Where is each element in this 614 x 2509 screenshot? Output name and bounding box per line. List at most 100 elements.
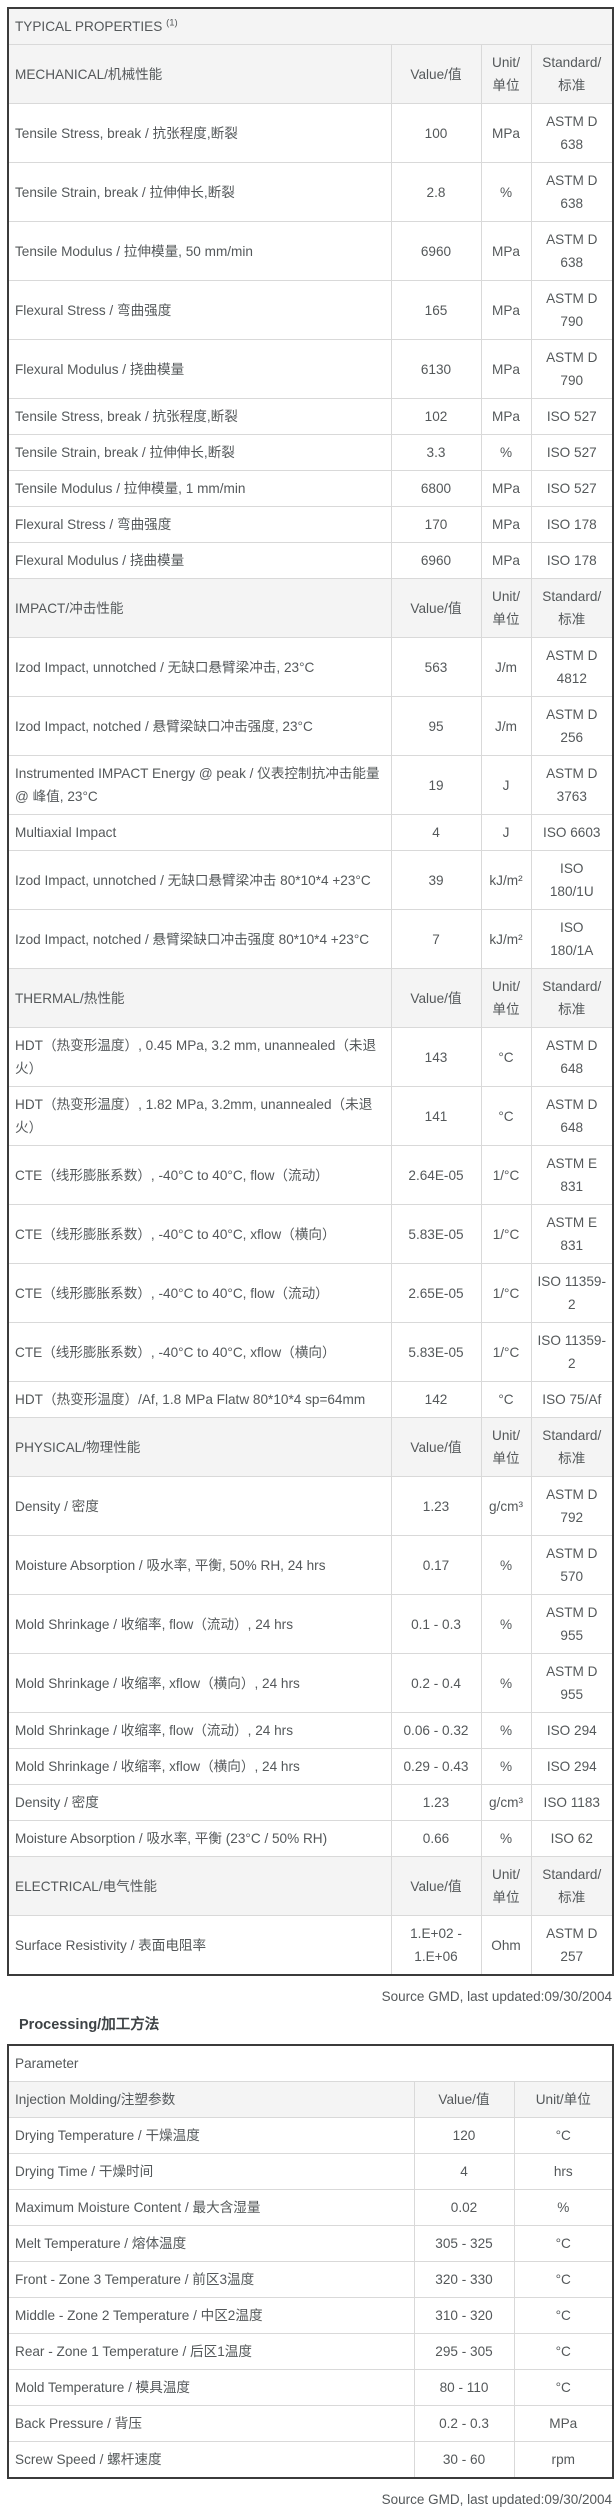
standard-column-header: Standard/ 标准 bbox=[530, 1856, 614, 1916]
property-standard-cell: ISO 1183 bbox=[530, 1784, 614, 1821]
typical-properties-title-cell: TYPICAL PROPERTIES (1) bbox=[7, 7, 614, 45]
parameter-name-cell: Back Pressure / 背压 bbox=[7, 2405, 415, 2442]
property-name-cell: Izod Impact, notched / 悬臂梁缺口冲击强度 80*10*4… bbox=[7, 909, 392, 969]
property-standard-cell: ISO 527 bbox=[530, 434, 614, 471]
property-standard-cell: ISO 11359-2 bbox=[530, 1263, 614, 1323]
property-unit-cell: % bbox=[480, 1535, 532, 1595]
property-standard-cell: ISO 527 bbox=[530, 470, 614, 507]
property-standard-cell: ASTM D 638 bbox=[530, 162, 614, 222]
parameter-value-cell: 305 - 325 bbox=[413, 2225, 515, 2262]
property-row: Izod Impact, notched / 悬臂梁缺口冲击强度, 23°C 95… bbox=[7, 696, 614, 756]
property-value-cell: 0.29 - 0.43 bbox=[390, 1748, 482, 1785]
section-header-row: ELECTRICAL/电气性能 Value/值 Unit/ 单位 Standard/ … bbox=[7, 1856, 614, 1916]
section-header-row: PHYSICAL/物理性能 Value/值 Unit/ 单位 Standard/ 标准 bbox=[7, 1417, 614, 1477]
property-name-cell: HDT（热变形温度）, 0.45 MPa, 3.2 mm, unannealed… bbox=[7, 1027, 392, 1087]
property-name-cell: Flexural Modulus / 挠曲模量 bbox=[7, 339, 392, 399]
property-value-cell: 143 bbox=[390, 1027, 482, 1087]
property-standard-cell: ISO 178 bbox=[530, 506, 614, 543]
property-standard-cell: ASTM D 570 bbox=[530, 1535, 614, 1595]
property-row: HDT（热变形温度）, 0.45 MPa, 3.2 mm, unannealed… bbox=[7, 1027, 614, 1087]
property-standard-cell: ASTM D 648 bbox=[530, 1027, 614, 1087]
property-name-cell: Tensile Modulus / 拉伸模量, 1 mm/min bbox=[7, 470, 392, 507]
property-value-cell: 4 bbox=[390, 814, 482, 851]
standard-column-header: Standard/ 标准 bbox=[530, 968, 614, 1028]
property-value-cell: 3.3 bbox=[390, 434, 482, 471]
typical-properties-table: TYPICAL PROPERTIES (1) MECHANICAL/机械性能 Va… bbox=[7, 7, 614, 1976]
property-value-cell: 1.23 bbox=[390, 1784, 482, 1821]
property-unit-cell: MPa bbox=[480, 398, 532, 435]
property-row: Izod Impact, notched / 悬臂梁缺口冲击强度 80*10*4… bbox=[7, 909, 614, 969]
parameter-name-cell: Drying Temperature / 干燥温度 bbox=[7, 2117, 415, 2154]
property-unit-cell: 1/°C bbox=[480, 1263, 532, 1323]
property-standard-cell: ISO 180/1U bbox=[530, 850, 614, 910]
property-standard-cell: ASTM E 831 bbox=[530, 1145, 614, 1205]
property-value-cell: 165 bbox=[390, 280, 482, 340]
property-unit-cell: MPa bbox=[480, 280, 532, 340]
property-name-cell: HDT（热变形温度）/Af, 1.8 MPa Flatw 80*10*4 sp=… bbox=[7, 1381, 392, 1418]
property-row: Density / 密度 1.23 g/cm³ ISO 1183 bbox=[7, 1784, 614, 1821]
section-name-cell: THERMAL/热性能 bbox=[7, 968, 392, 1028]
section-header-row: MECHANICAL/机械性能 Value/值 Unit/ 单位 Standard/ … bbox=[7, 44, 614, 104]
property-unit-cell: MPa bbox=[480, 542, 532, 579]
property-standard-cell: ASTM D 955 bbox=[530, 1653, 614, 1713]
property-standard-cell: ISO 6603 bbox=[530, 814, 614, 851]
property-row: Izod Impact, unnotched / 无缺口悬臂梁冲击 80*10*… bbox=[7, 850, 614, 910]
property-unit-cell: kJ/m² bbox=[480, 850, 532, 910]
parameter-unit-cell: hrs bbox=[513, 2153, 614, 2190]
processing-row: Drying Temperature / 干燥温度 120 °C bbox=[7, 2117, 614, 2154]
property-unit-cell: % bbox=[480, 1820, 532, 1857]
processing-row: Rear - Zone 1 Temperature / 后区1温度 295 - 3… bbox=[7, 2333, 614, 2370]
unit-column-header: Unit/ 单位 bbox=[480, 1856, 532, 1916]
property-standard-cell: ISO 11359-2 bbox=[530, 1322, 614, 1382]
property-row: Tensile Strain, break / 拉伸伸长,断裂 2.8% ASTM … bbox=[7, 162, 614, 222]
property-row: Tensile Modulus / 拉伸模量, 50 mm/min 6960 MPa… bbox=[7, 221, 614, 281]
property-value-cell: 0.17 bbox=[390, 1535, 482, 1595]
property-unit-cell: g/cm³ bbox=[480, 1476, 532, 1536]
property-unit-cell: % bbox=[480, 1594, 532, 1654]
property-row: CTE（线形膨胀系数）, -40°C to 40°C, xflow（横向） 5.8… bbox=[7, 1204, 614, 1264]
property-value-cell: 7 bbox=[390, 909, 482, 969]
property-unit-cell: % bbox=[480, 1653, 532, 1713]
property-value-cell: 6960 bbox=[390, 221, 482, 281]
source-note-processing: Source GMD, last updated:09/30/2004 bbox=[381, 2492, 612, 2507]
property-row: Surface Resistivity / 表面电阻率 1.E+02 - 1.E+… bbox=[7, 1915, 614, 1976]
property-row: Mold Shrinkage / 收缩率, xflow（横向）, 24 hrs 0… bbox=[7, 1748, 614, 1785]
processing-row: Maximum Moisture Content / 最大含湿量 0.02% bbox=[7, 2189, 614, 2226]
property-row: CTE（线形膨胀系数）, -40°C to 40°C, xflow（横向） 5.8… bbox=[7, 1322, 614, 1382]
property-name-cell: Mold Shrinkage / 收缩率, flow（流动）, 24 hrs bbox=[7, 1594, 392, 1654]
property-unit-cell: Ohm bbox=[480, 1915, 532, 1976]
processing-row: Screw Speed / 螺杆速度 30 - 60 rpm bbox=[7, 2441, 614, 2479]
processing-header-value-cell: Value/值 bbox=[413, 2081, 515, 2118]
processing-header-unit-cell: Unit/单位 bbox=[513, 2081, 614, 2118]
processing-heading: Processing/加工方法 bbox=[19, 2017, 160, 2033]
parameter-name-cell: Drying Time / 干燥时间 bbox=[7, 2153, 415, 2190]
property-value-cell: 5.83E-05 bbox=[390, 1322, 482, 1382]
property-value-cell: 0.2 - 0.4 bbox=[390, 1653, 482, 1713]
property-name-cell: CTE（线形膨胀系数）, -40°C to 40°C, xflow（横向） bbox=[7, 1204, 392, 1264]
property-row: Mold Shrinkage / 收缩率, xflow（横向）, 24 hrs 0… bbox=[7, 1653, 614, 1713]
property-unit-cell: °C bbox=[480, 1027, 532, 1087]
property-standard-cell: ASTM D 790 bbox=[530, 339, 614, 399]
parameter-unit-cell: rpm bbox=[513, 2441, 614, 2479]
property-name-cell: CTE（线形膨胀系数）, -40°C to 40°C, flow（流动） bbox=[7, 1145, 392, 1205]
property-name-cell: Mold Shrinkage / 收缩率, xflow（横向）, 24 hrs bbox=[7, 1748, 392, 1785]
property-standard-cell: ASTM D 638 bbox=[530, 221, 614, 281]
property-standard-cell: ASTM D 4812 bbox=[530, 637, 614, 697]
property-name-cell: Flexural Stress / 弯曲强度 bbox=[7, 280, 392, 340]
property-unit-cell: J bbox=[480, 814, 532, 851]
property-name-cell: Tensile Strain, break / 拉伸伸长,断裂 bbox=[7, 434, 392, 471]
property-unit-cell: % bbox=[480, 434, 532, 471]
property-standard-cell: ASTM D 3763 bbox=[530, 755, 614, 815]
property-row: Tensile Modulus / 拉伸模量, 1 mm/min 6800 MPa I… bbox=[7, 470, 614, 507]
property-unit-cell: J/m bbox=[480, 637, 532, 697]
property-row: Mold Shrinkage / 收缩率, flow（流动）, 24 hrs 0.… bbox=[7, 1594, 614, 1654]
parameter-value-cell: 120 bbox=[413, 2117, 515, 2154]
property-standard-cell: ASTM D 648 bbox=[530, 1086, 614, 1146]
property-value-cell: 100 bbox=[390, 103, 482, 163]
typical-properties-body: TYPICAL PROPERTIES (1) MECHANICAL/机械性能 Va… bbox=[7, 7, 614, 1976]
property-value-cell: 6800 bbox=[390, 470, 482, 507]
property-row: HDT（热变形温度）/Af, 1.8 MPa Flatw 80*10*4 sp=… bbox=[7, 1381, 614, 1418]
property-value-cell: 6130 bbox=[390, 339, 482, 399]
property-unit-cell: kJ/m² bbox=[480, 909, 532, 969]
parameter-unit-cell: MPa bbox=[513, 2405, 614, 2442]
